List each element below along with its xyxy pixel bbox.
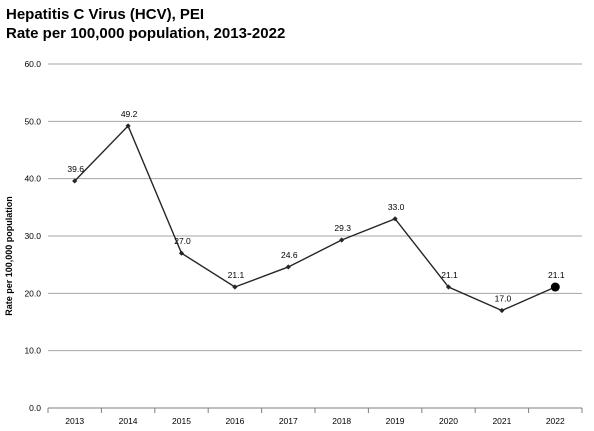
data-point <box>178 250 185 256</box>
x-tick-label: 2018 <box>332 416 351 426</box>
x-tick-label: 2016 <box>225 416 244 426</box>
gridlines <box>48 63 582 352</box>
x-tick-label: 2021 <box>492 416 511 426</box>
series-group <box>72 123 560 314</box>
data-point <box>445 284 452 290</box>
y-tick-label: 50.0 <box>24 116 41 126</box>
data-point <box>339 237 345 243</box>
x-tick-label: 2020 <box>439 416 458 426</box>
data-label: 17.0 <box>495 294 512 304</box>
y-tick-label: 40.0 <box>24 174 41 184</box>
data-label: 21.1 <box>441 270 458 280</box>
x-tick-label: 2015 <box>172 416 191 426</box>
data-point <box>499 307 505 314</box>
data-label: 29.3 <box>334 223 351 233</box>
x-axis-ticks: 2013 2014 2015 2016 2017 2018 2019 2020 2021 2022 <box>65 416 565 426</box>
data-point <box>285 264 291 270</box>
x-tick-label: 2013 <box>65 416 84 426</box>
x-tick-label: 2022 <box>546 416 565 426</box>
y-tick-label: 30.0 <box>24 231 41 241</box>
data-labels: 39.6 49.2 27.0 21.1 24.6 29.3 33.0 21.1 17.0 21.1 <box>67 109 564 304</box>
data-point <box>125 123 131 129</box>
y-tick-label: 0.0 <box>29 403 41 413</box>
x-tick-label: 2019 <box>386 416 405 426</box>
data-point <box>232 284 238 290</box>
y-tick-label: 10.0 <box>24 346 41 356</box>
data-point-highlighted <box>550 282 560 292</box>
y-tick-label: 60.0 <box>24 59 41 69</box>
data-label: 49.2 <box>121 109 138 119</box>
data-label: 21.1 <box>228 270 245 280</box>
data-label: 27.0 <box>174 236 191 246</box>
data-label: 24.6 <box>281 250 298 260</box>
chart-title: Hepatitis C Virus (HCV), PEI <box>6 6 205 23</box>
data-point <box>392 216 398 222</box>
data-point <box>72 178 78 184</box>
data-label: 33.0 <box>388 202 405 212</box>
y-tick-label: 20.0 <box>24 288 41 298</box>
data-label: 39.6 <box>67 164 84 174</box>
series-line <box>74 124 556 312</box>
x-tick-label: 2017 <box>279 416 298 426</box>
x-axis <box>47 407 583 413</box>
y-axis-ticks: 0.0 10.0 20.0 30.0 40.0 50.0 60.0 <box>24 59 41 413</box>
chart-subtitle: Rate per 100,000 population, 2013-2022 <box>6 25 286 42</box>
x-tick-label: 2014 <box>119 416 138 426</box>
y-axis-label: Rate per 100,000 population <box>4 196 14 316</box>
data-label: 21.1 <box>548 270 565 280</box>
chart-title-block: Hepatitis C Virus (HCV), PEI Rate per 10… <box>6 5 285 43</box>
